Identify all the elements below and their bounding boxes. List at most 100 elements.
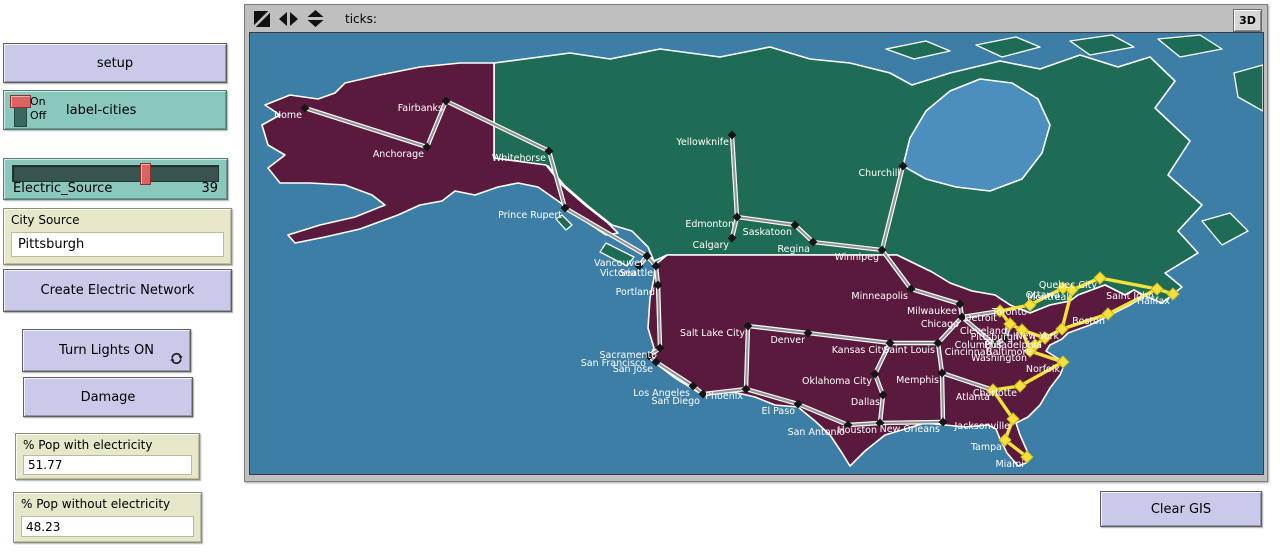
city-node-montreal[interactable] <box>1065 283 1079 297</box>
switch-knob[interactable] <box>10 95 31 108</box>
city-label: San Jose <box>613 364 653 375</box>
city-node-whitehorse[interactable] <box>544 146 554 156</box>
city-node-new-york[interactable] <box>1055 322 1069 336</box>
city-node-winnipeg[interactable] <box>877 245 887 255</box>
city-label: San Diego <box>651 396 700 407</box>
clear-gis-button[interactable]: Clear GIS <box>1100 491 1262 527</box>
city-node-victoria[interactable] <box>634 261 644 271</box>
city-node-saint-john[interactable] <box>1150 282 1164 296</box>
city-node-halifax[interactable] <box>1166 287 1180 301</box>
arctic-island <box>1233 64 1263 112</box>
city-node-chicago[interactable] <box>957 312 967 322</box>
city-node-saskatoon[interactable] <box>790 220 800 230</box>
city-node-vancouver[interactable] <box>642 251 652 261</box>
view-size-icon[interactable] <box>254 10 270 27</box>
city-node-oklahoma-city[interactable] <box>870 369 880 379</box>
city-node-phoenix[interactable] <box>741 384 751 394</box>
city-node-prince-rupert[interactable] <box>560 203 570 213</box>
city-node-jacksonville[interactable] <box>1006 412 1020 426</box>
power-line <box>807 331 891 345</box>
forever-icon <box>170 352 183 365</box>
city-node-quebec-city[interactable] <box>1093 271 1107 285</box>
city-label: Denver <box>770 335 805 346</box>
city-node-memphis[interactable] <box>937 368 947 378</box>
city-node-pittsburgh[interactable] <box>1015 323 1029 337</box>
city-node-portland[interactable] <box>653 280 663 290</box>
city-node-boston[interactable] <box>1101 307 1115 321</box>
city-label: Saint Louis <box>883 345 935 356</box>
slider-track[interactable] <box>12 163 219 185</box>
create-electric-network-button[interactable]: Create Electric Network <box>3 269 232 312</box>
city-node-dallas[interactable] <box>878 390 888 400</box>
city-source-label: City Source <box>11 213 80 227</box>
city-node-columbus[interactable] <box>1000 333 1010 343</box>
city-node-minneapolis[interactable] <box>906 284 916 294</box>
city-node-toronto[interactable] <box>1023 298 1037 312</box>
city-node-washington[interactable] <box>1023 344 1037 358</box>
city-node-milwaukee[interactable] <box>955 299 965 309</box>
city-label: Nome <box>274 110 302 121</box>
city-node-charlotte[interactable] <box>1013 379 1027 393</box>
city-node-edmonton[interactable] <box>732 212 742 222</box>
city-node-calgary[interactable] <box>727 233 737 243</box>
city-node-ottawa[interactable] <box>1056 281 1070 295</box>
city-node-regina[interactable] <box>808 237 818 247</box>
city-label: Portland <box>616 287 655 298</box>
city-node-saint-louis[interactable] <box>933 338 943 348</box>
pop-with-electricity-monitor: % Pop with electricity 51.77 <box>15 433 200 480</box>
city-node-cincinnati[interactable] <box>990 340 1000 350</box>
city-label: Vancouver <box>594 258 644 269</box>
city-node-yellowknife[interactable] <box>727 130 737 140</box>
hudson-bay <box>902 78 1051 192</box>
power-line <box>794 224 814 243</box>
city-node-sacramento[interactable] <box>655 343 665 353</box>
arctic-island <box>1157 34 1223 58</box>
city-node-norfolk[interactable] <box>1056 355 1070 369</box>
city-label: Baltimore <box>986 347 1032 358</box>
city-node-nome[interactable] <box>300 103 310 113</box>
city-label: San Antonio <box>788 427 846 438</box>
city-label: Chicago <box>921 319 959 330</box>
city-node-new-orleans[interactable] <box>938 417 948 427</box>
city-node-churchill[interactable] <box>898 161 908 171</box>
city-node-houston[interactable] <box>875 418 885 428</box>
horizontal-arrows-icon[interactable] <box>279 11 298 27</box>
turn-lights-on-button[interactable]: Turn Lights ON <box>22 329 191 372</box>
slider-knob[interactable] <box>140 163 152 185</box>
city-node-atlanta[interactable] <box>986 383 1000 397</box>
city-node-seattle[interactable] <box>651 261 661 271</box>
damage-button[interactable]: Damage <box>23 377 193 417</box>
city-source-input[interactable] <box>16 236 219 253</box>
city-node-fairbanks[interactable] <box>441 96 451 106</box>
city-label: San Francisco <box>581 358 646 369</box>
city-label: Saskatoon <box>743 227 792 238</box>
label-cities-switch[interactable]: On Off label-cities <box>3 90 227 130</box>
switch-name: label-cities <box>66 102 137 118</box>
city-node-san-jose[interactable] <box>651 357 661 367</box>
electric-source-slider[interactable]: Electric_Source 39 <box>3 158 228 200</box>
city-node-kansas-city[interactable] <box>885 338 895 348</box>
arctic-island <box>975 36 1041 58</box>
city-node-philadelphia[interactable] <box>1038 331 1052 345</box>
city-node-anchorage[interactable] <box>422 142 432 152</box>
city-node-el-paso[interactable] <box>793 399 803 409</box>
setup-button[interactable]: setup <box>3 43 227 83</box>
city-node-salt-lake-city[interactable] <box>743 321 753 331</box>
vertical-arrows-icon[interactable] <box>307 10 324 27</box>
power-line <box>881 249 912 290</box>
power-line <box>880 165 905 251</box>
city-node-san-francisco[interactable] <box>644 351 654 361</box>
3d-button[interactable]: 3D <box>1233 9 1262 32</box>
world-view[interactable]: Nome Fairbanks Anchorage Whitehorse Prince R… <box>249 32 1264 475</box>
city-node-los-angeles[interactable] <box>688 381 698 391</box>
city-label: Yellowknife <box>675 137 729 148</box>
city-node-miami[interactable] <box>1020 450 1034 464</box>
city-node-denver[interactable] <box>803 328 813 338</box>
city-node-detroit[interactable] <box>993 304 1007 318</box>
power-line <box>961 316 996 346</box>
city-node-cleveland[interactable] <box>1003 317 1017 331</box>
city-node-san-antonio[interactable] <box>843 420 853 430</box>
power-line <box>910 287 961 306</box>
city-node-tampa[interactable] <box>998 433 1012 447</box>
city-node-san-diego[interactable] <box>698 389 708 399</box>
